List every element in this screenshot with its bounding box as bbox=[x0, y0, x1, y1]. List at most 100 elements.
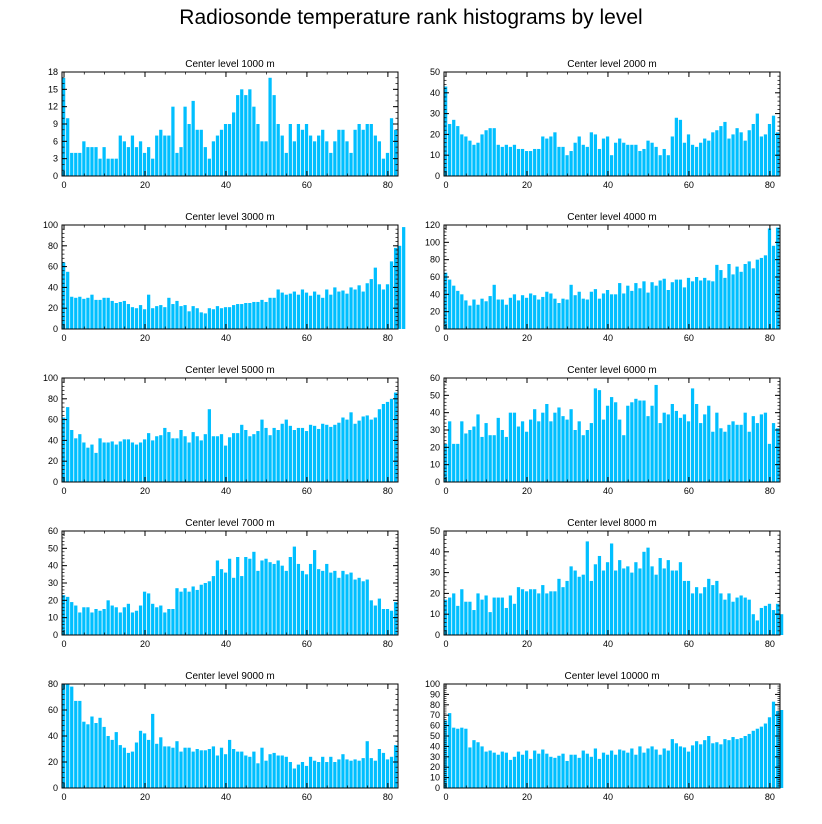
plot-frame bbox=[443, 530, 781, 636]
bar bbox=[541, 296, 545, 329]
bar bbox=[731, 274, 735, 329]
panel-title: Center level 6000 m bbox=[567, 365, 657, 376]
bar bbox=[674, 570, 678, 635]
bar bbox=[771, 115, 776, 176]
y-tick-label: 0 bbox=[435, 477, 440, 487]
bar bbox=[500, 299, 504, 329]
y-tick-label: 9 bbox=[53, 119, 58, 129]
bar bbox=[134, 742, 139, 788]
y-tick-label: 80 bbox=[48, 394, 58, 404]
bar bbox=[456, 126, 460, 176]
bar bbox=[690, 281, 695, 329]
bar bbox=[654, 574, 658, 635]
bar bbox=[191, 751, 195, 788]
bar bbox=[508, 297, 513, 329]
bar bbox=[686, 580, 691, 635]
bar bbox=[191, 432, 195, 482]
bar bbox=[130, 307, 135, 329]
bar bbox=[537, 299, 541, 329]
bar bbox=[333, 570, 337, 635]
bar bbox=[236, 304, 240, 329]
bar bbox=[159, 129, 163, 176]
x-tick-label: 20 bbox=[522, 639, 532, 649]
bar bbox=[377, 598, 382, 635]
bar bbox=[533, 148, 537, 176]
bar bbox=[252, 434, 256, 482]
bar bbox=[280, 755, 284, 788]
bar bbox=[686, 421, 691, 482]
bar bbox=[484, 751, 488, 788]
bar bbox=[529, 758, 533, 788]
bar bbox=[199, 129, 203, 176]
bar bbox=[565, 419, 569, 482]
y-tick-label: 100 bbox=[425, 679, 440, 689]
bar bbox=[373, 267, 377, 329]
bar bbox=[553, 591, 557, 635]
figure-title: Radiosonde temperature rank histograms b… bbox=[179, 6, 643, 29]
bar bbox=[512, 603, 517, 635]
bar bbox=[179, 306, 183, 329]
x-tick-label: 0 bbox=[62, 180, 67, 190]
bar bbox=[480, 599, 484, 635]
bar bbox=[735, 597, 739, 635]
x-tick-label: 60 bbox=[302, 486, 312, 496]
bar bbox=[167, 135, 171, 176]
bar bbox=[86, 297, 90, 329]
bar bbox=[565, 299, 569, 329]
x-tick-label: 40 bbox=[221, 792, 231, 802]
bar bbox=[488, 128, 492, 176]
bar bbox=[577, 421, 581, 482]
bar bbox=[312, 141, 317, 176]
bar bbox=[373, 760, 377, 788]
bar bbox=[167, 609, 171, 635]
bar bbox=[524, 750, 529, 788]
bar bbox=[333, 287, 337, 329]
bar bbox=[545, 404, 549, 482]
bar bbox=[240, 576, 244, 635]
bar bbox=[357, 760, 361, 788]
bar bbox=[739, 132, 743, 176]
panel-title: Center level 9000 m bbox=[185, 671, 275, 682]
bar bbox=[646, 547, 650, 635]
bar bbox=[448, 279, 452, 329]
bar bbox=[377, 141, 382, 176]
bar bbox=[304, 574, 309, 635]
bar bbox=[227, 307, 232, 329]
bar bbox=[508, 595, 513, 635]
bar bbox=[317, 294, 321, 329]
bar bbox=[66, 596, 70, 635]
bar bbox=[520, 589, 525, 635]
bar bbox=[747, 733, 751, 788]
bar bbox=[171, 438, 175, 482]
bar bbox=[618, 560, 622, 635]
bar bbox=[66, 407, 70, 482]
bar bbox=[767, 124, 772, 176]
bar bbox=[138, 305, 143, 329]
bar bbox=[195, 589, 199, 635]
bar bbox=[134, 308, 139, 329]
bar bbox=[480, 746, 484, 788]
bar bbox=[240, 424, 244, 482]
bar bbox=[719, 270, 723, 329]
bar bbox=[365, 124, 369, 176]
bar bbox=[183, 106, 187, 176]
bar bbox=[614, 294, 618, 329]
bar bbox=[500, 430, 504, 482]
bar bbox=[337, 759, 341, 788]
bar bbox=[195, 308, 199, 329]
bar bbox=[106, 736, 110, 788]
bar bbox=[268, 77, 272, 176]
y-tick-label: 15 bbox=[48, 84, 58, 94]
y-tick-label: 20 bbox=[48, 303, 58, 313]
bar bbox=[300, 129, 305, 176]
bar bbox=[747, 431, 751, 482]
bar bbox=[468, 601, 472, 635]
bar bbox=[102, 726, 106, 788]
y-tick-label: 40 bbox=[48, 561, 58, 571]
x-tick-label: 80 bbox=[383, 792, 393, 802]
bar bbox=[650, 405, 654, 482]
bar bbox=[488, 296, 492, 329]
bar bbox=[203, 313, 207, 329]
bar bbox=[541, 749, 545, 788]
bar bbox=[597, 298, 602, 329]
